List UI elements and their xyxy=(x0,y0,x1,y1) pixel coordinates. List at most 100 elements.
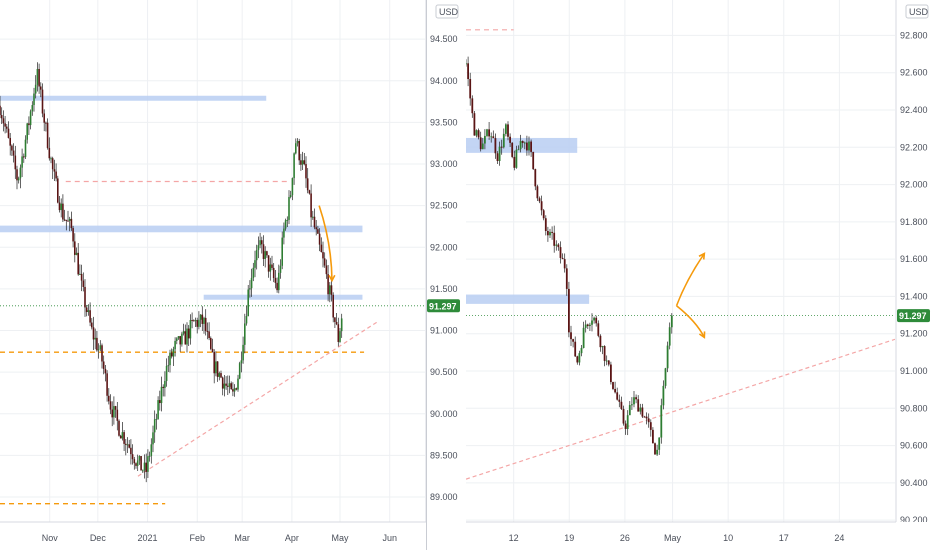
left-candle-body xyxy=(21,156,23,168)
left-candle-body xyxy=(169,352,171,366)
right-candle-body xyxy=(509,136,511,143)
left-candle-body xyxy=(218,373,221,377)
left-candle-body xyxy=(272,267,275,278)
right-last-price-label: 91.297 xyxy=(899,311,927,321)
left-candle-body xyxy=(164,381,166,388)
right-candle-body xyxy=(542,210,545,219)
left-candle-body xyxy=(14,155,17,170)
right-candle-body xyxy=(660,405,663,438)
right-candle-body xyxy=(628,405,631,416)
left-candle-body xyxy=(211,348,214,352)
right-candle-body xyxy=(586,324,589,327)
right-x-tick-label: 24 xyxy=(834,533,844,543)
right-candle-body xyxy=(513,156,516,168)
left-x-tick-label: Dec xyxy=(90,533,107,543)
left-y-tick-label: 94.000 xyxy=(430,76,458,86)
right-candle-body xyxy=(496,153,499,162)
left-candle-body xyxy=(50,158,52,160)
left-candle-body xyxy=(177,336,180,339)
right-candle-body xyxy=(490,136,493,138)
left-candle-body xyxy=(242,344,244,361)
left-candle-body xyxy=(320,244,323,253)
left-candle-body xyxy=(323,258,326,266)
right-candle-body xyxy=(649,422,652,430)
left-candle-body xyxy=(162,386,164,388)
right-y-tick-label: 91.000 xyxy=(900,366,928,376)
left-candle-body xyxy=(340,318,343,332)
left-candle-body xyxy=(291,178,294,196)
left-last-price-label: 91.297 xyxy=(429,301,457,311)
right-candle-body xyxy=(502,133,505,148)
left-candle-body xyxy=(254,260,256,268)
left-candle-body xyxy=(24,139,27,157)
left-candle-body xyxy=(46,122,49,148)
left-plot-layer xyxy=(0,62,425,505)
left-candle-body xyxy=(289,195,292,197)
left-candle-body xyxy=(267,255,270,272)
left-candle-body xyxy=(33,93,35,106)
left-candle-body xyxy=(136,460,139,466)
left-candle-body xyxy=(101,345,103,362)
left-candle-body xyxy=(203,317,205,324)
left-x-tick-label: Mar xyxy=(234,533,250,543)
right-candle-body xyxy=(639,407,642,412)
right-x-tick-label: 26 xyxy=(620,533,630,543)
right-candle-body xyxy=(658,437,661,450)
right-candle-body xyxy=(549,231,551,236)
right-candle-body xyxy=(473,113,476,136)
left-candle-body xyxy=(303,160,306,165)
left-y-tick-label: 91.000 xyxy=(430,326,458,336)
left-candle-body xyxy=(296,141,299,144)
right-candle-body xyxy=(544,218,547,231)
left-x-tick-label: Feb xyxy=(190,533,206,543)
right-candle-body xyxy=(511,142,514,157)
left-candle-body xyxy=(176,338,178,341)
right-candle-body xyxy=(484,135,486,144)
left-candle-body xyxy=(6,126,8,129)
left-y-tick-label: 90.000 xyxy=(430,409,458,419)
left-candle-body xyxy=(65,219,68,221)
left-candle-body xyxy=(278,272,280,291)
left-candle-body xyxy=(310,193,312,218)
left-candle-body xyxy=(109,401,112,410)
right-candle-body xyxy=(647,418,650,423)
left-candle-body xyxy=(279,265,282,273)
left-candle-body xyxy=(165,365,168,382)
left-candle-body xyxy=(174,340,176,350)
left-candle-body xyxy=(184,331,187,345)
left-candle-body xyxy=(325,265,328,275)
right-candle-body xyxy=(662,385,665,406)
right-y-tick-label: 90.800 xyxy=(900,403,928,413)
left-y-tick-label: 92.500 xyxy=(430,201,458,211)
right-candle-body xyxy=(597,323,600,336)
left-candle-body xyxy=(157,400,159,419)
right-x-tick-label: 19 xyxy=(564,533,574,543)
right-x-tick-label: 10 xyxy=(723,533,733,543)
right-candle-body xyxy=(528,141,530,151)
left-candle-body xyxy=(339,331,341,342)
left-candle-body xyxy=(41,89,44,114)
right-candle-body xyxy=(477,130,480,138)
right-x-tick-label: 17 xyxy=(779,533,789,543)
right-y-tick-label: 91.800 xyxy=(900,217,928,227)
left-candle-body xyxy=(208,331,210,339)
right-trendline xyxy=(466,338,895,480)
left-candle-body xyxy=(108,395,110,402)
left-candle-body xyxy=(119,435,122,439)
left-candle-body xyxy=(322,252,324,259)
right-candle-body xyxy=(618,399,621,402)
left-candle-body xyxy=(327,274,329,295)
left-candle-body xyxy=(186,328,188,345)
right-candle-body xyxy=(664,368,667,386)
left-candle-body xyxy=(213,351,215,374)
left-candle-body xyxy=(152,432,154,445)
right-candle-body xyxy=(591,320,593,325)
right-candle-body xyxy=(633,397,635,405)
left-candle-body xyxy=(238,363,241,379)
left-candle-body xyxy=(301,160,304,165)
right-zone-band xyxy=(466,294,590,304)
left-candle-body xyxy=(244,323,246,345)
left-candle-body xyxy=(194,320,197,322)
right-down-arrow xyxy=(676,305,706,338)
